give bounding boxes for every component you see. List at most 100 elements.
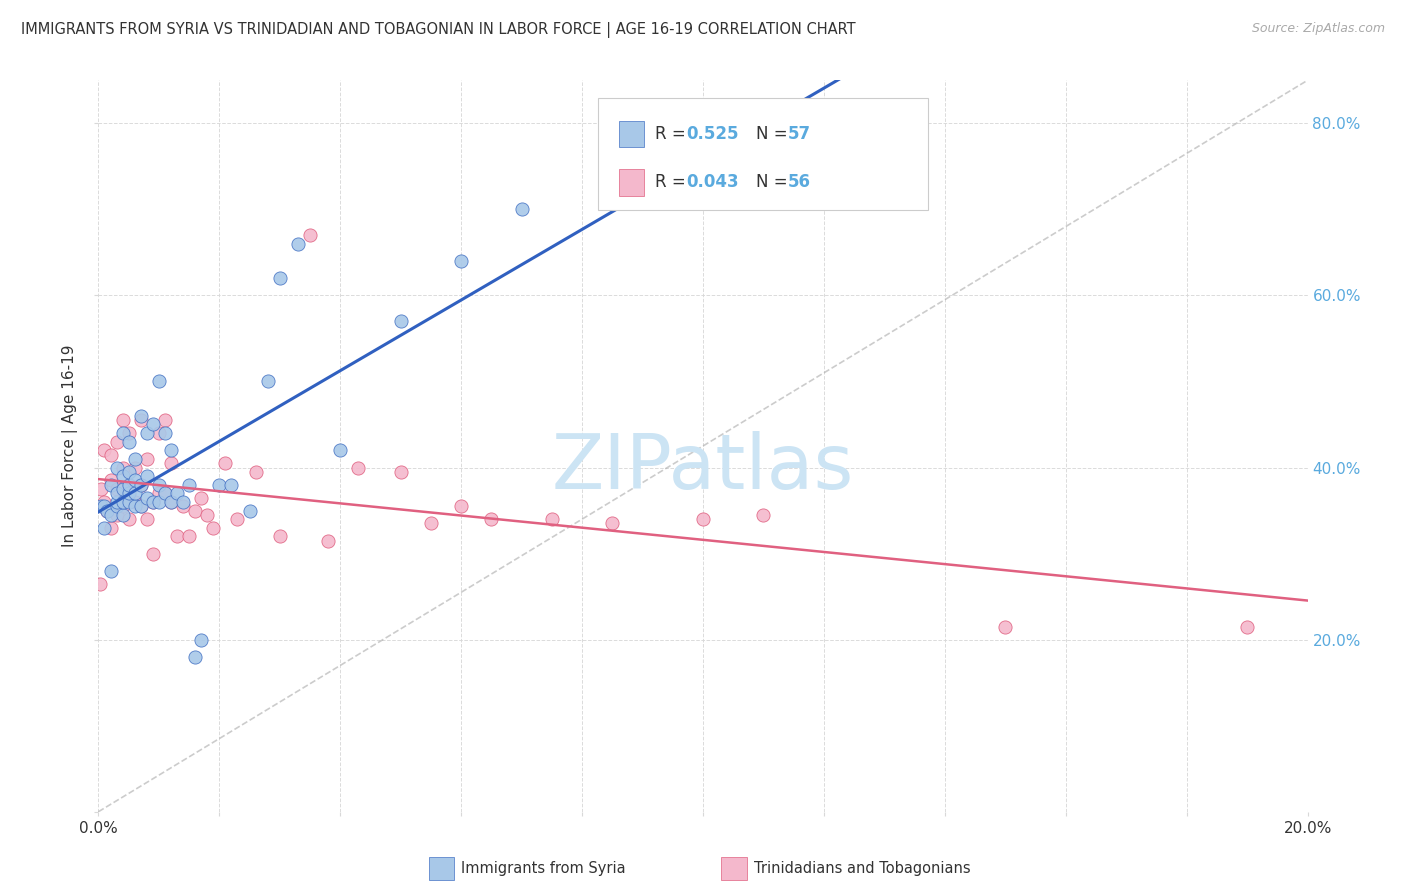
Point <box>111 495 134 509</box>
Point <box>111 469 134 483</box>
Point <box>100 474 122 488</box>
Point <box>160 456 183 470</box>
Point <box>347 460 370 475</box>
Point <box>179 477 201 491</box>
Point <box>124 474 146 488</box>
Text: 57: 57 <box>787 125 810 143</box>
Point <box>142 495 165 509</box>
Point <box>148 486 170 500</box>
Point <box>100 521 122 535</box>
Point <box>510 202 533 217</box>
Point <box>124 486 146 500</box>
Point <box>202 521 225 535</box>
Point <box>124 495 146 509</box>
Point <box>256 375 278 389</box>
Point <box>118 512 141 526</box>
Point <box>166 486 188 500</box>
Point <box>148 426 170 441</box>
Point <box>129 500 152 514</box>
Point <box>90 482 112 496</box>
Point <box>226 512 249 526</box>
Point <box>994 620 1017 634</box>
Point <box>111 482 134 496</box>
Point <box>692 512 714 526</box>
Point <box>93 495 115 509</box>
Text: R =: R = <box>655 173 692 191</box>
Point <box>153 486 176 500</box>
Text: R =: R = <box>655 125 692 143</box>
Point <box>118 477 141 491</box>
Point <box>153 426 176 441</box>
Point <box>142 417 165 432</box>
Point <box>100 564 122 578</box>
Point <box>420 516 443 531</box>
Point <box>93 443 115 458</box>
Point <box>93 500 115 514</box>
Point <box>172 500 194 514</box>
Point <box>179 529 201 543</box>
Point <box>184 503 207 517</box>
Point <box>752 508 775 522</box>
Point <box>148 375 170 389</box>
Point <box>269 271 291 285</box>
Point <box>160 443 183 458</box>
Point <box>105 434 128 449</box>
Point <box>269 529 291 543</box>
Point <box>208 477 231 491</box>
Point <box>245 465 267 479</box>
Text: Trinidadians and Tobagonians: Trinidadians and Tobagonians <box>754 862 970 876</box>
Point <box>89 576 111 591</box>
Point <box>100 508 122 522</box>
Point <box>118 465 141 479</box>
Text: N =: N = <box>756 173 793 191</box>
Point <box>481 512 503 526</box>
Point <box>287 236 309 251</box>
Point <box>190 491 212 505</box>
Point <box>153 486 176 500</box>
Point <box>153 413 176 427</box>
Point <box>124 460 146 475</box>
Point <box>873 116 896 130</box>
Text: 56: 56 <box>787 173 810 191</box>
Point <box>129 477 152 491</box>
Point <box>96 503 118 517</box>
Point <box>118 434 141 449</box>
Text: Immigrants from Syria: Immigrants from Syria <box>461 862 626 876</box>
Point <box>124 500 146 514</box>
Point <box>129 477 152 491</box>
Point <box>105 495 128 509</box>
Point <box>105 500 128 514</box>
Point <box>90 500 112 514</box>
Point <box>105 460 128 475</box>
Point <box>111 413 134 427</box>
Text: IMMIGRANTS FROM SYRIA VS TRINIDADIAN AND TOBAGONIAN IN LABOR FORCE | AGE 16-19 C: IMMIGRANTS FROM SYRIA VS TRINIDADIAN AND… <box>21 22 856 38</box>
Point <box>135 491 157 505</box>
Point <box>190 632 212 647</box>
Point <box>148 477 170 491</box>
Point <box>105 482 128 496</box>
Point <box>316 533 339 548</box>
Point <box>118 486 141 500</box>
Point <box>148 495 170 509</box>
Point <box>450 254 472 268</box>
Point <box>239 503 262 517</box>
Point <box>111 500 134 514</box>
Point <box>195 508 218 522</box>
Point <box>299 228 322 243</box>
Point <box>221 477 243 491</box>
Point <box>142 495 165 509</box>
Point <box>96 503 118 517</box>
Point <box>135 512 157 526</box>
Point <box>1236 620 1258 634</box>
Point <box>160 495 183 509</box>
Point <box>602 516 624 531</box>
Point <box>135 469 157 483</box>
Point <box>129 409 152 423</box>
Point <box>124 451 146 466</box>
Text: Source: ZipAtlas.com: Source: ZipAtlas.com <box>1251 22 1385 36</box>
Text: 0.525: 0.525 <box>686 125 738 143</box>
Point <box>100 477 122 491</box>
Point <box>111 508 134 522</box>
Point <box>111 460 134 475</box>
Point <box>450 500 472 514</box>
